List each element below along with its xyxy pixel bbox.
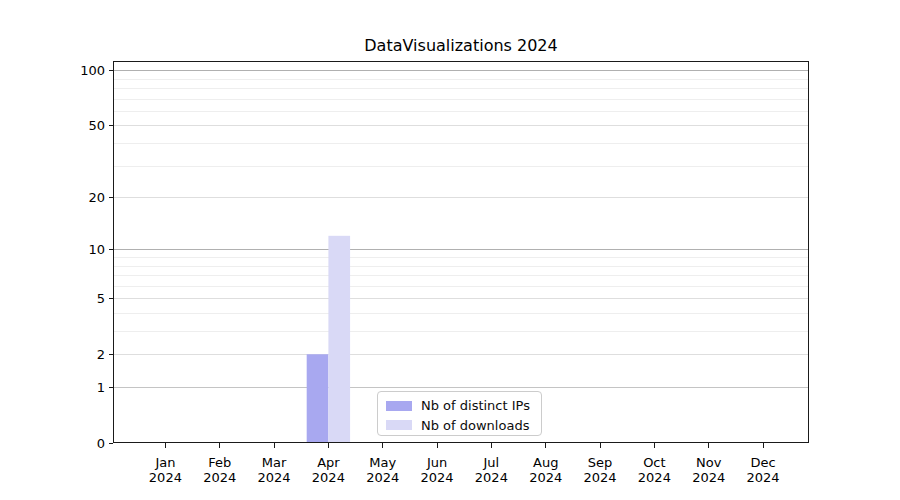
x-tick-label-year: 2024 xyxy=(692,470,725,485)
legend-swatch-downloads xyxy=(386,420,412,430)
x-tick-label-year: 2024 xyxy=(258,470,291,485)
y-tick-label: 50 xyxy=(88,118,105,133)
x-tick-label-month: May xyxy=(369,455,396,470)
x-tick-label-month: Aug xyxy=(533,455,558,470)
chart-title: DataVisualizations 2024 xyxy=(113,36,809,55)
x-axis: Jan2024Feb2024Mar2024Apr2024May2024Jun20… xyxy=(149,443,780,485)
x-tick-label-month: Dec xyxy=(750,455,775,470)
x-tick-label-month: Apr xyxy=(317,455,340,470)
bar-nb-of-distinct-ips-apr xyxy=(307,354,329,443)
y-tick-label: 1 xyxy=(97,380,105,395)
bar-nb-of-downloads-apr xyxy=(328,236,350,443)
x-tick-label-year: 2024 xyxy=(421,470,454,485)
x-tick-label-month: Sep xyxy=(588,455,613,470)
x-tick-label-year: 2024 xyxy=(203,470,236,485)
x-tick-label-year: 2024 xyxy=(366,470,399,485)
legend: Nb of distinct IPs Nb of downloads xyxy=(377,391,542,436)
legend-label-downloads: Nb of downloads xyxy=(421,418,529,433)
y-minor-gridlines xyxy=(114,80,808,332)
x-tick-label-year: 2024 xyxy=(638,470,671,485)
x-tick-label-year: 2024 xyxy=(583,470,616,485)
y-tick-label: 0 xyxy=(97,436,105,451)
x-tick-label-year: 2024 xyxy=(475,470,508,485)
x-tick-label-month: Oct xyxy=(643,455,665,470)
legend-swatch-distinct-ips xyxy=(386,401,412,411)
y-tick-label: 100 xyxy=(80,63,105,78)
x-tick-label-month: Nov xyxy=(696,455,722,470)
x-tick-label-month: Mar xyxy=(262,455,287,470)
y-tick-label: 5 xyxy=(97,291,105,306)
x-tick-label-year: 2024 xyxy=(746,470,779,485)
chart-figure: 0125102050100Jan2024Feb2024Mar2024Apr202… xyxy=(0,0,900,500)
legend-label-distinct-ips: Nb of distinct IPs xyxy=(421,398,530,413)
x-tick-label-month: Jun xyxy=(426,455,447,470)
y-tick-label: 20 xyxy=(88,190,105,205)
x-tick-label-month: Feb xyxy=(208,455,231,470)
x-tick-label-month: Jul xyxy=(483,455,500,470)
plot-border xyxy=(114,62,809,443)
y-major-gridlines xyxy=(114,71,808,388)
y-tick-label: 10 xyxy=(88,242,105,257)
y-tick-label: 2 xyxy=(97,347,105,362)
x-tick-label-year: 2024 xyxy=(529,470,562,485)
x-tick-label-month: Jan xyxy=(154,455,175,470)
legend-entry-distinct-ips: Nb of distinct IPs xyxy=(386,396,541,416)
x-tick-label-year: 2024 xyxy=(312,470,345,485)
legend-entry-downloads: Nb of downloads xyxy=(386,416,541,436)
x-tick-label-year: 2024 xyxy=(149,470,182,485)
y-axis: 0 1 2 5 10 20 50 100 xyxy=(80,63,113,451)
